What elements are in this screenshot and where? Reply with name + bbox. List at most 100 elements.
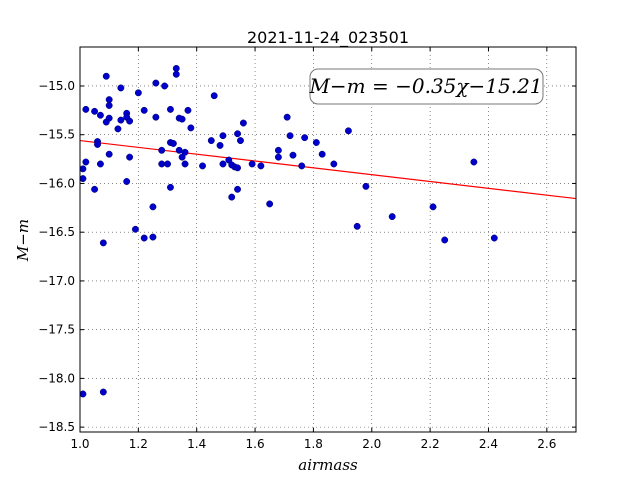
x-tick-label: 1.8 <box>304 437 323 451</box>
data-point <box>94 141 101 148</box>
data-point <box>164 160 171 168</box>
data-point <box>134 89 142 97</box>
x-tick-labels: 1.0 1.2 1.4 1.6 1.8 2.0 2.2 2.4 2.6 <box>70 437 556 451</box>
data-point <box>91 107 99 115</box>
data-point <box>82 158 90 166</box>
data-point <box>105 102 113 109</box>
plot-frame <box>79 46 577 433</box>
data-point <box>140 106 148 114</box>
data-point <box>298 162 306 170</box>
y-tick-label: −18.5 <box>38 420 75 434</box>
data-point <box>184 106 192 114</box>
data-point <box>289 151 297 159</box>
data-point <box>166 183 174 191</box>
annotation-frame <box>309 68 544 105</box>
data-point <box>79 165 87 173</box>
data-point <box>330 160 338 168</box>
data-point <box>117 84 125 92</box>
data-point <box>79 175 87 183</box>
x-axis-label: airmass <box>298 456 358 474</box>
data-point <box>149 233 157 241</box>
x-tick-label: 2.2 <box>421 437 440 451</box>
data-point <box>79 390 87 398</box>
x-tick-label: 1.6 <box>246 437 265 451</box>
data-point <box>266 200 274 208</box>
data-point <box>181 148 189 156</box>
data-point <box>257 162 265 170</box>
data-point <box>114 125 122 133</box>
data-point <box>312 139 320 146</box>
data-point <box>318 150 326 158</box>
data-point <box>152 79 160 87</box>
x-tick-label: 1.0 <box>70 437 89 451</box>
data-point <box>172 70 180 78</box>
data-point <box>199 162 206 170</box>
data-point <box>274 146 282 154</box>
x-tick-label: 2.4 <box>479 437 498 451</box>
data-point <box>161 82 169 90</box>
data-point <box>441 236 449 244</box>
data-points <box>79 64 498 398</box>
grid-lines <box>79 47 576 432</box>
data-point <box>158 160 166 168</box>
data-point <box>490 234 498 242</box>
x-tick-label: 1.2 <box>129 437 148 451</box>
data-point <box>344 127 352 135</box>
data-point <box>237 137 244 145</box>
data-point <box>207 137 215 145</box>
data-point <box>248 160 256 168</box>
data-point <box>470 158 478 166</box>
data-point <box>234 130 242 138</box>
x-tick-label: 2.0 <box>362 437 381 451</box>
y-tick-label: −15.5 <box>38 128 75 142</box>
data-point <box>286 132 294 140</box>
data-point <box>187 124 195 132</box>
y-axis-label: M−m <box>14 219 32 262</box>
y-tick-label: −16.0 <box>38 176 75 190</box>
data-point <box>131 225 139 233</box>
data-point <box>178 115 186 123</box>
axis-ticks <box>79 47 576 432</box>
data-point <box>353 222 361 230</box>
data-point <box>181 160 189 168</box>
y-tick-labels: −15.0 −15.5 −16.0 −16.5 −17.0 −17.5 −18.0 −18.5 <box>38 79 75 434</box>
data-point <box>172 64 180 72</box>
data-point <box>388 213 396 221</box>
data-point <box>274 153 282 161</box>
data-point <box>216 141 224 149</box>
data-point <box>105 96 113 104</box>
data-point <box>117 116 125 124</box>
data-point <box>91 185 99 193</box>
data-point <box>301 134 309 142</box>
data-point <box>99 388 107 396</box>
data-point <box>99 239 107 247</box>
data-point <box>234 164 242 172</box>
data-point <box>126 153 134 161</box>
data-point <box>158 146 166 154</box>
data-point <box>210 92 218 100</box>
data-point <box>429 203 437 211</box>
fit-equation-annotation: M−m = −0.35χ−15.21 <box>308 74 542 98</box>
data-point <box>228 193 236 201</box>
y-tick-label: −17.0 <box>38 274 75 288</box>
data-point <box>96 111 104 119</box>
data-point <box>105 114 113 122</box>
data-point <box>362 182 370 190</box>
data-point <box>149 203 157 211</box>
data-point <box>102 72 110 80</box>
chart-title: 2021-11-24_023501 <box>247 28 409 48</box>
y-tick-label: −18.0 <box>38 371 75 385</box>
y-tick-label: −17.5 <box>38 323 75 337</box>
data-point <box>96 160 104 168</box>
data-point <box>219 132 227 140</box>
data-point <box>166 105 174 113</box>
data-point <box>234 185 242 193</box>
annotation-box: M−m = −0.35χ−15.21 <box>308 68 544 105</box>
x-tick-label: 1.4 <box>187 437 206 451</box>
data-point <box>283 113 291 121</box>
data-point <box>140 234 148 242</box>
data-point <box>175 146 183 154</box>
data-point <box>169 140 177 147</box>
